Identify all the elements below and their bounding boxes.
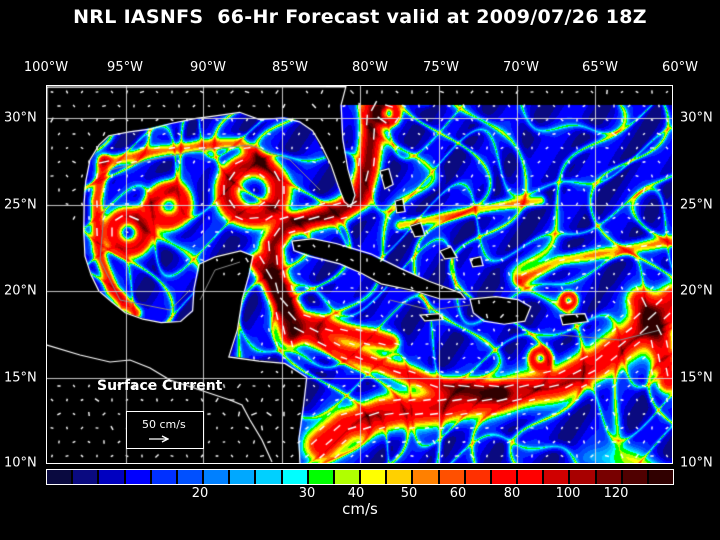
colorbar-swatch	[596, 470, 623, 484]
scale-legend-box: 50 cm/s	[126, 411, 204, 449]
colorbar-swatch	[413, 470, 440, 484]
scale-label: 50 cm/s	[142, 418, 186, 431]
colorbar-swatch	[308, 470, 335, 484]
map-title: NRL IASNFS 66-Hr Forecast valid at 2009/…	[73, 6, 647, 28]
colorbar-swatch	[439, 470, 466, 484]
colorbar-swatch	[544, 470, 571, 484]
colorbar-swatch	[491, 470, 519, 484]
colorbar-tick-label: 100	[555, 486, 581, 501]
longitude-label: 60°W	[662, 60, 698, 75]
colorbar-swatch	[177, 470, 205, 484]
colorbar-tick-label: 80	[503, 486, 521, 501]
arrow-right-icon	[149, 435, 169, 443]
longitude-label: 80°W	[352, 60, 388, 75]
colorbar	[46, 469, 674, 485]
colorbar-swatch	[361, 470, 388, 484]
colorbar-swatch	[465, 470, 492, 484]
colorbar-swatch	[230, 470, 257, 484]
colorbar-tick-label: 60	[449, 486, 467, 501]
colorbar-swatch	[334, 470, 362, 484]
colorbar-swatch	[518, 470, 545, 484]
longitude-label: 75°W	[423, 60, 459, 75]
colorbar-swatch	[648, 470, 674, 484]
longitude-label: 65°W	[582, 60, 618, 75]
surface-current-speed-map	[47, 86, 672, 464]
colorbar-swatch	[570, 470, 597, 484]
longitude-label: 90°W	[190, 60, 226, 75]
colorbar-swatch	[387, 470, 414, 484]
latitude-label-right: 25°N	[680, 197, 713, 213]
latitude-label-right: 15°N	[680, 370, 713, 386]
latitude-label-left: 25°N	[4, 197, 37, 213]
colorbar-swatch	[73, 470, 100, 484]
colorbar-swatch	[151, 470, 178, 484]
colorbar-swatch	[622, 470, 649, 484]
longitude-label: 70°W	[503, 60, 539, 75]
colorbar-swatch	[256, 470, 283, 484]
latitude-label-left: 30°N	[4, 110, 37, 126]
latitude-label-right: 30°N	[680, 110, 713, 126]
colorbar-tick-label: 30	[298, 486, 316, 501]
latitude-label-left: 15°N	[4, 370, 37, 386]
colorbar-tick-label: 20	[191, 486, 209, 501]
colorbar-swatch	[47, 470, 74, 484]
latitude-label-left: 10°N	[4, 455, 37, 471]
colorbar-unit: cm/s	[342, 500, 378, 518]
longitude-label: 100°W	[23, 60, 69, 75]
longitude-label: 85°W	[272, 60, 308, 75]
colorbar-tick-label: 40	[347, 486, 365, 501]
colorbar-swatch	[282, 470, 309, 484]
colorbar-tick-label: 120	[603, 486, 629, 501]
colorbar-tick-label: 50	[400, 486, 418, 501]
latitude-label-right: 10°N	[680, 455, 713, 471]
longitude-label: 95°W	[107, 60, 143, 75]
legend-title: Surface Current	[97, 378, 223, 394]
colorbar-swatch	[125, 470, 152, 484]
colorbar-swatch	[99, 470, 126, 484]
latitude-label-right: 20°N	[680, 283, 713, 299]
colorbar-swatch	[204, 470, 231, 484]
latitude-label-left: 20°N	[4, 283, 37, 299]
